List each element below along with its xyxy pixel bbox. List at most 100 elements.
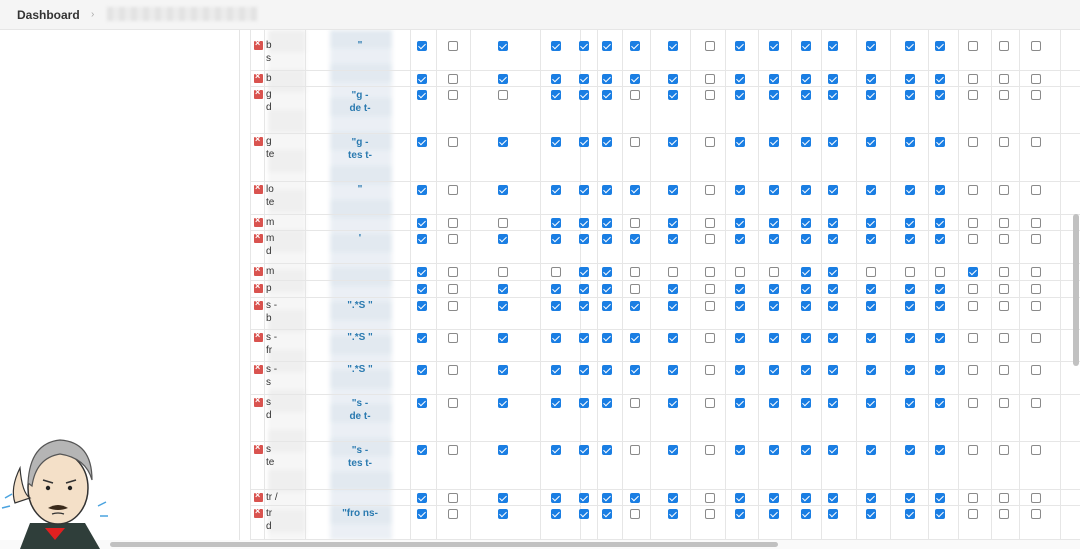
checkbox-checked[interactable] xyxy=(905,185,915,195)
checkbox-checked[interactable] xyxy=(801,90,811,100)
checkbox-checked[interactable] xyxy=(498,398,508,408)
checkbox-checked[interactable] xyxy=(735,185,745,195)
checkbox-unchecked[interactable] xyxy=(705,185,715,195)
checkbox-unchecked[interactable] xyxy=(630,284,640,294)
checkbox-unchecked[interactable] xyxy=(630,445,640,455)
delete-icon[interactable] xyxy=(254,215,263,227)
checkbox-checked[interactable] xyxy=(828,218,838,228)
checkbox-checked[interactable] xyxy=(602,137,612,147)
checkbox-checked[interactable] xyxy=(769,185,779,195)
checkbox-checked[interactable] xyxy=(905,445,915,455)
checkbox-checked[interactable] xyxy=(801,74,811,84)
checkbox-checked[interactable] xyxy=(866,137,876,147)
checkbox-unchecked[interactable] xyxy=(705,445,715,455)
checkbox-checked[interactable] xyxy=(602,301,612,311)
checkbox-unchecked[interactable] xyxy=(1031,365,1041,375)
checkbox-unchecked[interactable] xyxy=(630,398,640,408)
checkbox-checked[interactable] xyxy=(417,185,427,195)
checkbox-unchecked[interactable] xyxy=(498,218,508,228)
checkbox-checked[interactable] xyxy=(905,284,915,294)
checkbox-unchecked[interactable] xyxy=(705,284,715,294)
checkbox-unchecked[interactable] xyxy=(498,90,508,100)
checkbox-checked[interactable] xyxy=(935,137,945,147)
checkbox-checked[interactable] xyxy=(498,333,508,343)
checkbox-checked[interactable] xyxy=(828,365,838,375)
checkbox-unchecked[interactable] xyxy=(968,398,978,408)
checkbox-checked[interactable] xyxy=(866,333,876,343)
checkbox-checked[interactable] xyxy=(828,301,838,311)
checkbox-checked[interactable] xyxy=(905,90,915,100)
checkbox-checked[interactable] xyxy=(735,398,745,408)
checkbox-checked[interactable] xyxy=(417,234,427,244)
checkbox-checked[interactable] xyxy=(828,90,838,100)
checkbox-checked[interactable] xyxy=(417,493,427,503)
checkbox-checked[interactable] xyxy=(935,284,945,294)
delete-icon[interactable] xyxy=(254,395,263,407)
checkbox-unchecked[interactable] xyxy=(1031,301,1041,311)
checkbox-unchecked[interactable] xyxy=(769,267,779,277)
checkbox-checked[interactable] xyxy=(551,365,561,375)
checkbox-unchecked[interactable] xyxy=(448,74,458,84)
checkbox-unchecked[interactable] xyxy=(498,267,508,277)
checkbox-checked[interactable] xyxy=(735,74,745,84)
checkbox-checked[interactable] xyxy=(801,284,811,294)
checkbox-checked[interactable] xyxy=(968,267,978,277)
vertical-scrollbar-thumb[interactable] xyxy=(1073,214,1079,366)
checkbox-unchecked[interactable] xyxy=(448,41,458,51)
checkbox-unchecked[interactable] xyxy=(968,218,978,228)
checkbox-checked[interactable] xyxy=(579,333,589,343)
checkbox-checked[interactable] xyxy=(668,445,678,455)
checkbox-checked[interactable] xyxy=(668,137,678,147)
checkbox-unchecked[interactable] xyxy=(1031,398,1041,408)
checkbox-checked[interactable] xyxy=(735,509,745,519)
checkbox-checked[interactable] xyxy=(579,234,589,244)
checkbox-checked[interactable] xyxy=(905,41,915,51)
checkbox-checked[interactable] xyxy=(905,137,915,147)
checkbox-unchecked[interactable] xyxy=(705,365,715,375)
checkbox-checked[interactable] xyxy=(551,90,561,100)
checkbox-checked[interactable] xyxy=(828,398,838,408)
checkbox-checked[interactable] xyxy=(935,301,945,311)
checkbox-checked[interactable] xyxy=(579,365,589,375)
breadcrumb-dashboard[interactable]: Dashboard xyxy=(17,8,80,22)
checkbox-checked[interactable] xyxy=(417,284,427,294)
checkbox-unchecked[interactable] xyxy=(705,398,715,408)
checkbox-checked[interactable] xyxy=(417,445,427,455)
checkbox-checked[interactable] xyxy=(630,493,640,503)
checkbox-checked[interactable] xyxy=(417,90,427,100)
checkbox-unchecked[interactable] xyxy=(905,267,915,277)
delete-icon[interactable] xyxy=(254,182,263,194)
checkbox-checked[interactable] xyxy=(579,41,589,51)
checkbox-checked[interactable] xyxy=(905,365,915,375)
checkbox-checked[interactable] xyxy=(579,284,589,294)
delete-icon[interactable] xyxy=(254,71,263,83)
checkbox-checked[interactable] xyxy=(602,509,612,519)
checkbox-unchecked[interactable] xyxy=(999,74,1009,84)
checkbox-checked[interactable] xyxy=(602,493,612,503)
checkbox-checked[interactable] xyxy=(579,218,589,228)
delete-icon[interactable] xyxy=(254,298,263,310)
checkbox-checked[interactable] xyxy=(905,301,915,311)
checkbox-checked[interactable] xyxy=(551,218,561,228)
checkbox-checked[interactable] xyxy=(735,218,745,228)
checkbox-unchecked[interactable] xyxy=(551,267,561,277)
checkbox-unchecked[interactable] xyxy=(448,234,458,244)
checkbox-checked[interactable] xyxy=(801,365,811,375)
checkbox-checked[interactable] xyxy=(668,301,678,311)
checkbox-checked[interactable] xyxy=(579,509,589,519)
checkbox-unchecked[interactable] xyxy=(705,333,715,343)
checkbox-unchecked[interactable] xyxy=(935,267,945,277)
checkbox-unchecked[interactable] xyxy=(448,90,458,100)
delete-icon[interactable] xyxy=(254,442,263,454)
checkbox-unchecked[interactable] xyxy=(968,509,978,519)
checkbox-unchecked[interactable] xyxy=(630,218,640,228)
checkbox-checked[interactable] xyxy=(668,185,678,195)
checkbox-checked[interactable] xyxy=(602,284,612,294)
checkbox-checked[interactable] xyxy=(668,90,678,100)
checkbox-checked[interactable] xyxy=(866,74,876,84)
checkbox-checked[interactable] xyxy=(602,74,612,84)
delete-icon[interactable] xyxy=(254,38,263,50)
checkbox-unchecked[interactable] xyxy=(705,267,715,277)
checkbox-checked[interactable] xyxy=(801,509,811,519)
checkbox-checked[interactable] xyxy=(579,185,589,195)
